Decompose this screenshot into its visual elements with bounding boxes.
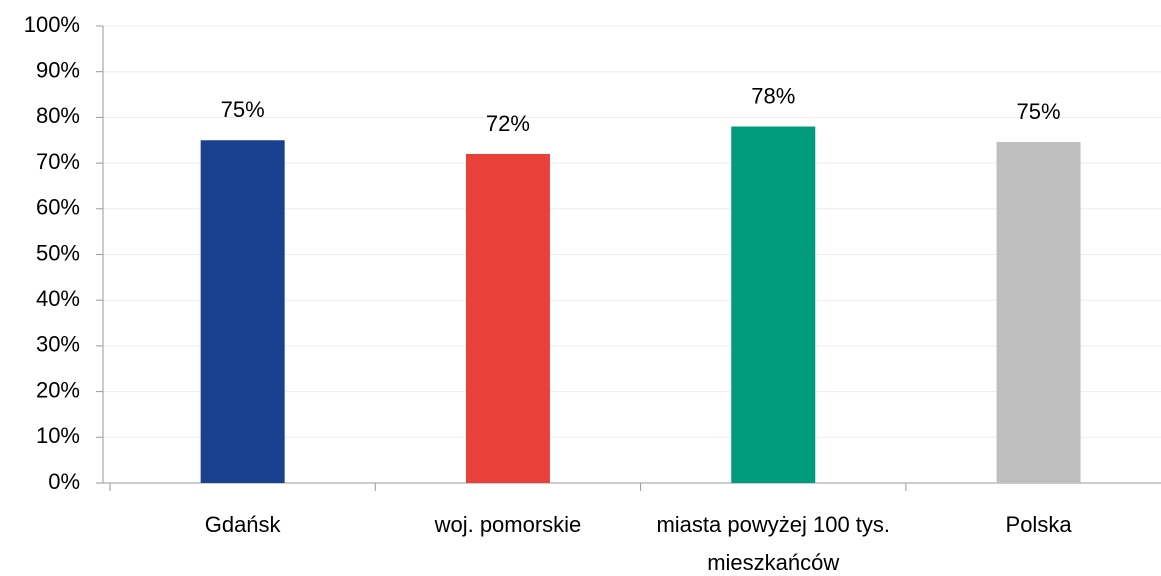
bar (200, 140, 285, 483)
y-tick-label: 10% (36, 423, 80, 448)
x-tick-label: woj. pomorskie (434, 512, 582, 537)
y-tick-label: 0% (48, 469, 80, 494)
data-label: 78% (751, 83, 795, 108)
y-tick-label: 90% (36, 58, 80, 83)
y-tick-label: 100% (24, 12, 80, 37)
x-tick-label: Gdańsk (204, 512, 281, 537)
bar (731, 126, 816, 483)
y-tick-label: 80% (36, 103, 80, 128)
y-tick-label: 50% (36, 240, 80, 265)
data-label: 75% (1017, 99, 1061, 124)
y-tick-label: 70% (36, 149, 80, 174)
y-tick-label: 30% (36, 332, 80, 357)
bar (465, 153, 550, 483)
x-tick-label: miasta powyżej 100 tys. mieszkańców (656, 512, 891, 575)
y-tick-label: 60% (36, 195, 80, 220)
bar (996, 142, 1081, 483)
x-tick-label: Polska (1005, 512, 1072, 537)
data-label: 75% (221, 97, 265, 122)
y-tick-label: 40% (36, 286, 80, 311)
data-label: 72% (486, 111, 530, 136)
y-tick-label: 20% (36, 377, 80, 402)
